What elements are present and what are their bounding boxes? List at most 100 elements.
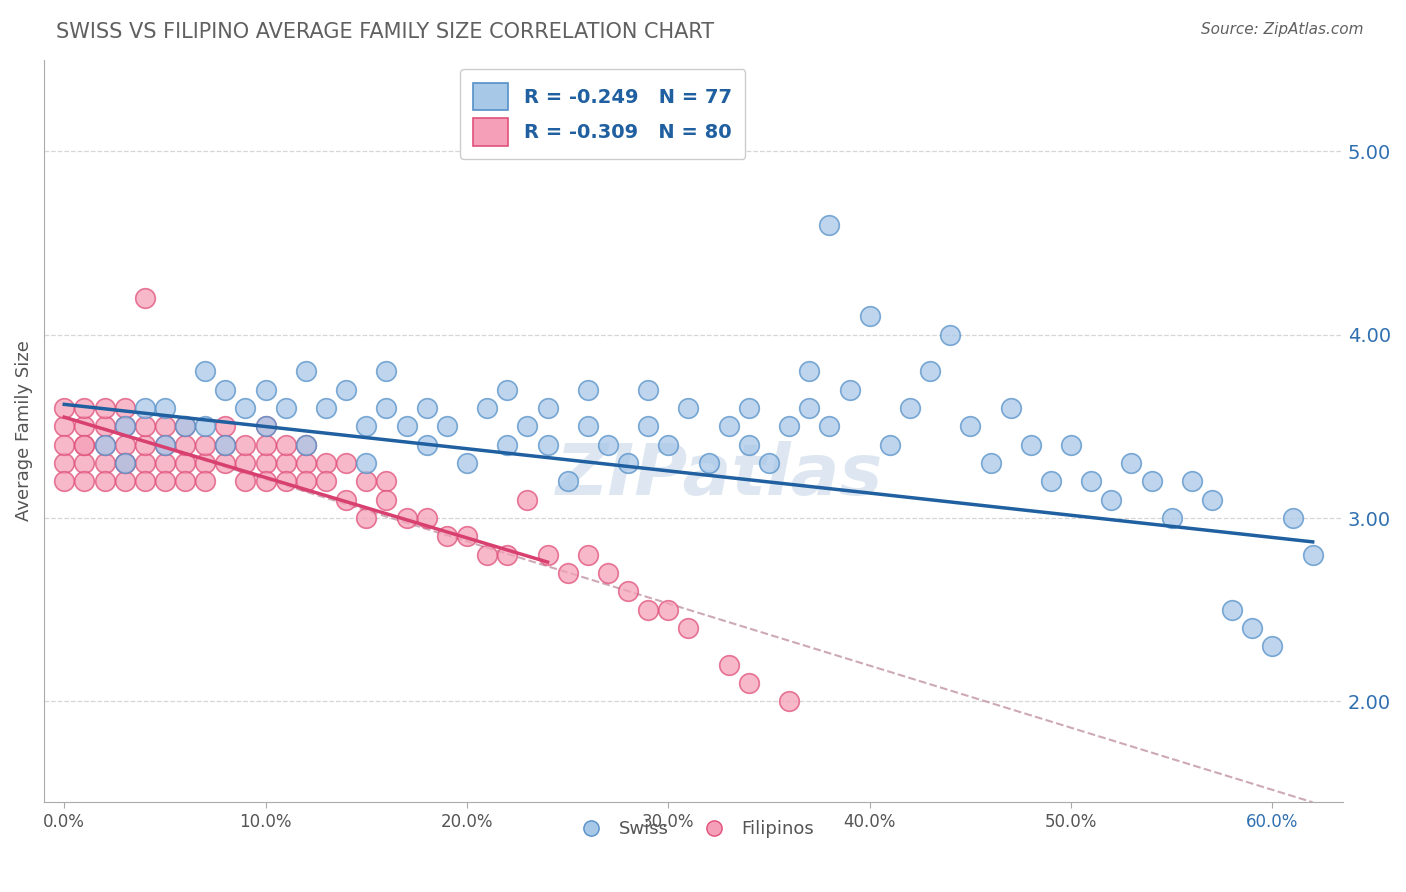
Point <box>395 419 418 434</box>
Point <box>174 456 197 470</box>
Point <box>174 438 197 452</box>
Point <box>53 475 76 489</box>
Point <box>1181 475 1204 489</box>
Point <box>73 456 96 470</box>
Point <box>153 456 176 470</box>
Point <box>335 456 357 470</box>
Point <box>375 475 398 489</box>
Point <box>254 438 277 452</box>
Point <box>114 419 136 434</box>
Point <box>375 492 398 507</box>
Point <box>859 310 882 324</box>
Point <box>194 438 217 452</box>
Point <box>637 419 659 434</box>
Point <box>1080 475 1102 489</box>
Point <box>153 419 176 434</box>
Point <box>436 419 458 434</box>
Point <box>799 401 821 415</box>
Point <box>738 676 761 690</box>
Point <box>717 657 740 672</box>
Point <box>295 364 318 378</box>
Point <box>576 419 599 434</box>
Point <box>395 511 418 525</box>
Point <box>1000 401 1022 415</box>
Point <box>73 419 96 434</box>
Point <box>254 419 277 434</box>
Point <box>114 401 136 415</box>
Point <box>235 438 257 452</box>
Point <box>214 438 236 452</box>
Point <box>274 475 297 489</box>
Point <box>516 419 538 434</box>
Point <box>174 475 197 489</box>
Point <box>295 475 318 489</box>
Point <box>194 475 217 489</box>
Point <box>818 419 841 434</box>
Point <box>920 364 942 378</box>
Point <box>235 401 257 415</box>
Point <box>194 364 217 378</box>
Point <box>73 438 96 452</box>
Point <box>415 438 437 452</box>
Point <box>979 456 1001 470</box>
Point <box>295 438 318 452</box>
Point <box>134 401 156 415</box>
Point <box>335 383 357 397</box>
Point <box>1019 438 1042 452</box>
Point <box>194 419 217 434</box>
Point <box>617 456 640 470</box>
Point <box>335 492 357 507</box>
Point <box>134 291 156 305</box>
Point <box>274 456 297 470</box>
Point <box>758 456 780 470</box>
Point <box>93 401 115 415</box>
Point <box>717 419 740 434</box>
Point <box>536 401 558 415</box>
Point <box>114 456 136 470</box>
Point <box>778 694 800 708</box>
Point <box>134 456 156 470</box>
Point <box>697 456 720 470</box>
Point <box>1220 603 1243 617</box>
Point <box>536 438 558 452</box>
Point <box>73 475 96 489</box>
Point <box>456 529 478 543</box>
Point <box>174 419 197 434</box>
Point <box>678 621 700 635</box>
Point <box>153 438 176 452</box>
Point <box>375 364 398 378</box>
Y-axis label: Average Family Size: Average Family Size <box>15 341 32 521</box>
Point <box>295 438 318 452</box>
Point <box>939 327 962 342</box>
Point <box>879 438 901 452</box>
Point <box>235 456 257 470</box>
Point <box>214 438 236 452</box>
Point <box>134 419 156 434</box>
Point <box>576 383 599 397</box>
Point <box>356 456 378 470</box>
Point <box>93 475 115 489</box>
Point <box>738 438 761 452</box>
Point <box>415 401 437 415</box>
Point <box>134 438 156 452</box>
Point <box>818 218 841 232</box>
Point <box>356 419 378 434</box>
Point <box>1039 475 1062 489</box>
Point <box>1099 492 1122 507</box>
Point <box>778 419 800 434</box>
Point <box>799 364 821 378</box>
Point <box>475 401 498 415</box>
Point <box>898 401 921 415</box>
Point <box>274 438 297 452</box>
Text: SWISS VS FILIPINO AVERAGE FAMILY SIZE CORRELATION CHART: SWISS VS FILIPINO AVERAGE FAMILY SIZE CO… <box>56 22 714 42</box>
Point <box>356 475 378 489</box>
Point <box>53 438 76 452</box>
Point <box>315 475 337 489</box>
Point <box>1302 548 1324 562</box>
Point <box>596 566 619 580</box>
Point <box>153 475 176 489</box>
Point <box>496 383 519 397</box>
Point <box>496 548 519 562</box>
Point <box>134 475 156 489</box>
Point <box>375 401 398 415</box>
